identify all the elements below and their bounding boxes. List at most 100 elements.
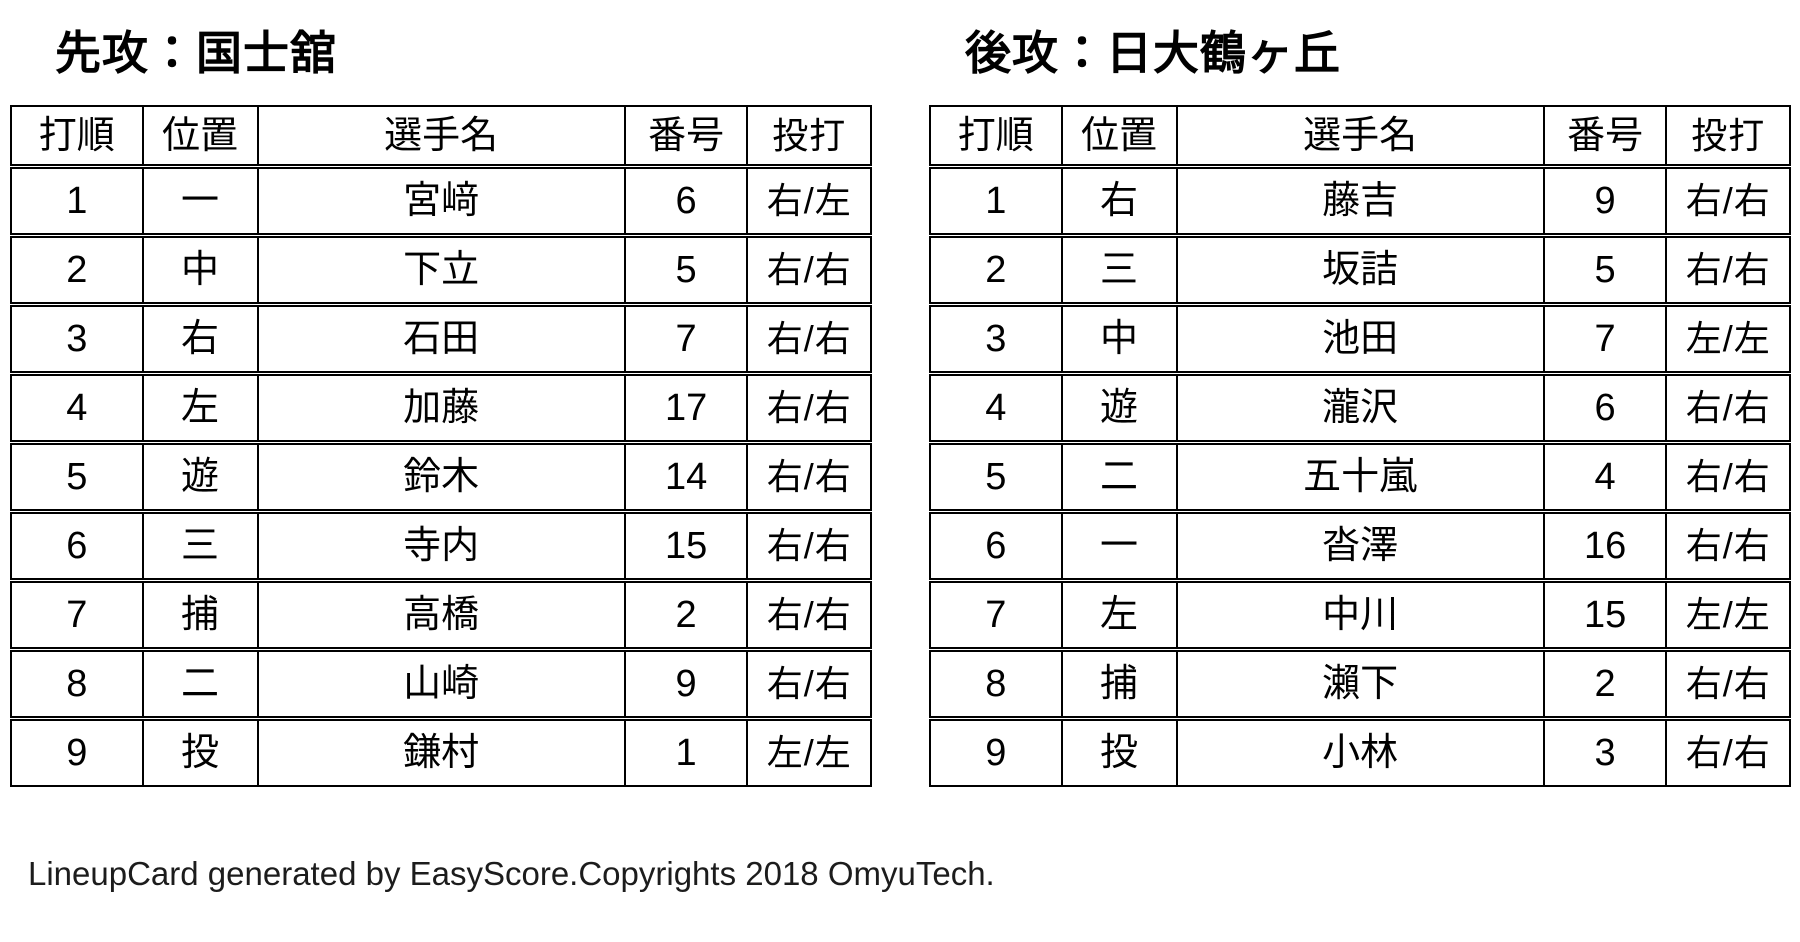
cell-player-name: 池田 bbox=[1175, 307, 1543, 371]
cell-player-name: 五十嵐 bbox=[1175, 445, 1543, 509]
cell-throw-bat: 右/右 bbox=[1665, 376, 1789, 440]
cell-throw-bat: 右/右 bbox=[746, 652, 870, 716]
cell-number: 6 bbox=[1542, 376, 1666, 440]
first-batting-team-title: 先攻：国士舘 bbox=[55, 27, 337, 79]
table-row: 7 捕高橋 2 右/右 bbox=[10, 581, 872, 649]
cell-throw-bat: 右/右 bbox=[1665, 445, 1789, 509]
header-cell-position: 位置 bbox=[1060, 107, 1176, 164]
cell-batting-order: 6 bbox=[66, 525, 88, 567]
table-row: 6 一沓澤 16 右/右 bbox=[929, 512, 1791, 580]
table-row: 9 投鎌村 1 左/左 bbox=[10, 719, 872, 787]
cell-player-name: 加藤 bbox=[256, 376, 624, 440]
cell-batting-order: 1 bbox=[985, 180, 1007, 222]
cell-number: 2 bbox=[623, 583, 747, 647]
cell-position: 投 bbox=[1060, 721, 1176, 785]
header-cell-number: 番号 bbox=[623, 107, 747, 164]
cell-player-name: 藤吉 bbox=[1175, 169, 1543, 233]
cell-batting-order: 5 bbox=[66, 456, 88, 498]
table-row: 4 左加藤 17 右/右 bbox=[10, 374, 872, 442]
cell-batting-order: 7 bbox=[985, 594, 1007, 636]
cell-number: 14 bbox=[623, 445, 747, 509]
cell-number: 16 bbox=[1542, 514, 1666, 578]
table-row: 3 中池田 7 左/左 bbox=[929, 305, 1791, 373]
cell-number: 9 bbox=[623, 652, 747, 716]
cell-position: 投 bbox=[141, 721, 257, 785]
header-cell-number: 番号 bbox=[1542, 107, 1666, 164]
header-cell-batting-order: 打順 bbox=[38, 114, 115, 157]
header-cell-position: 位置 bbox=[141, 107, 257, 164]
cell-batting-order: 2 bbox=[66, 249, 88, 291]
cell-player-name: 鎌村 bbox=[256, 721, 624, 785]
header-cell-player-name: 選手名 bbox=[256, 107, 624, 164]
cell-number: 17 bbox=[623, 376, 747, 440]
cell-player-name: 下立 bbox=[256, 238, 624, 302]
first-batting-lineup-table: 打順 位置 選手名 番号 投打 1 一宮﨑 6 右/左 2 中下立 5 右/右 3 右石田 7 右/右 4 左加藤 1… bbox=[10, 105, 872, 788]
cell-batting-order: 5 bbox=[985, 456, 1007, 498]
cell-position: 中 bbox=[1060, 307, 1176, 371]
cell-position: 左 bbox=[1060, 583, 1176, 647]
cell-number: 15 bbox=[623, 514, 747, 578]
cell-throw-bat: 右/右 bbox=[746, 583, 870, 647]
table-row: 6 三寺内 15 右/右 bbox=[10, 512, 872, 580]
cell-player-name: 瀨下 bbox=[1175, 652, 1543, 716]
cell-batting-order: 7 bbox=[66, 594, 88, 636]
cell-position: 捕 bbox=[1060, 652, 1176, 716]
cell-batting-order: 6 bbox=[985, 525, 1007, 567]
cell-batting-order: 4 bbox=[66, 387, 88, 429]
cell-player-name: 寺内 bbox=[256, 514, 624, 578]
cell-player-name: 沓澤 bbox=[1175, 514, 1543, 578]
cell-batting-order: 3 bbox=[66, 318, 88, 360]
cell-player-name: 宮﨑 bbox=[256, 169, 624, 233]
table-row: 2 三坂詰 5 右/右 bbox=[929, 236, 1791, 304]
cell-position: 右 bbox=[1060, 169, 1176, 233]
cell-batting-order: 4 bbox=[985, 387, 1007, 429]
table-row: 1 右藤吉 9 右/右 bbox=[929, 167, 1791, 235]
cell-throw-bat: 右/右 bbox=[1665, 514, 1789, 578]
cell-throw-bat: 右/右 bbox=[746, 514, 870, 578]
cell-throw-bat: 左/左 bbox=[1665, 307, 1789, 371]
table-row: 9 投小林 3 右/右 bbox=[929, 719, 1791, 787]
table-row: 4 遊瀧沢 6 右/右 bbox=[929, 374, 1791, 442]
table-row: 1 一宮﨑 6 右/左 bbox=[10, 167, 872, 235]
header-cell-batting-order: 打順 bbox=[957, 114, 1034, 157]
cell-throw-bat: 左/左 bbox=[746, 721, 870, 785]
cell-position: 二 bbox=[1060, 445, 1176, 509]
cell-player-name: 中川 bbox=[1175, 583, 1543, 647]
cell-number: 7 bbox=[623, 307, 747, 371]
table-row: 5 遊鈴木 14 右/右 bbox=[10, 443, 872, 511]
cell-throw-bat: 右/右 bbox=[1665, 721, 1789, 785]
cell-player-name: 瀧沢 bbox=[1175, 376, 1543, 440]
cell-throw-bat: 右/右 bbox=[1665, 238, 1789, 302]
cell-position: 捕 bbox=[141, 583, 257, 647]
cell-player-name: 石田 bbox=[256, 307, 624, 371]
cell-player-name: 高橋 bbox=[256, 583, 624, 647]
cell-batting-order: 9 bbox=[66, 732, 88, 774]
cell-batting-order: 9 bbox=[985, 732, 1007, 774]
cell-position: 二 bbox=[141, 652, 257, 716]
cell-number: 2 bbox=[1542, 652, 1666, 716]
cell-throw-bat: 左/左 bbox=[1665, 583, 1789, 647]
cell-number: 3 bbox=[1542, 721, 1666, 785]
cell-position: 三 bbox=[1060, 238, 1176, 302]
cell-number: 9 bbox=[1542, 169, 1666, 233]
cell-position: 中 bbox=[141, 238, 257, 302]
header-cell-throw-bat: 投打 bbox=[1665, 107, 1789, 164]
cell-batting-order: 1 bbox=[66, 180, 88, 222]
cell-position: 遊 bbox=[141, 445, 257, 509]
cell-number: 5 bbox=[1542, 238, 1666, 302]
cell-position: 遊 bbox=[1060, 376, 1176, 440]
cell-player-name: 山崎 bbox=[256, 652, 624, 716]
cell-throw-bat: 右/右 bbox=[1665, 169, 1789, 233]
cell-throw-bat: 右/右 bbox=[746, 445, 870, 509]
table-row: 3 右石田 7 右/右 bbox=[10, 305, 872, 373]
cell-position: 一 bbox=[1060, 514, 1176, 578]
second-batting-team-title: 後攻：日大鶴ヶ丘 bbox=[965, 27, 1341, 79]
second-batting-lineup-table: 打順 位置 選手名 番号 投打 1 右藤吉 9 右/右 2 三坂詰 5 右/右 3 中池田 7 左/左 4 遊瀧沢 6… bbox=[929, 105, 1791, 788]
cell-number: 7 bbox=[1542, 307, 1666, 371]
header-cell-throw-bat: 投打 bbox=[746, 107, 870, 164]
table-header-row: 打順 位置 選手名 番号 投打 bbox=[929, 105, 1791, 166]
cell-position: 右 bbox=[141, 307, 257, 371]
cell-batting-order: 8 bbox=[985, 663, 1007, 705]
cell-position: 三 bbox=[141, 514, 257, 578]
cell-number: 15 bbox=[1542, 583, 1666, 647]
